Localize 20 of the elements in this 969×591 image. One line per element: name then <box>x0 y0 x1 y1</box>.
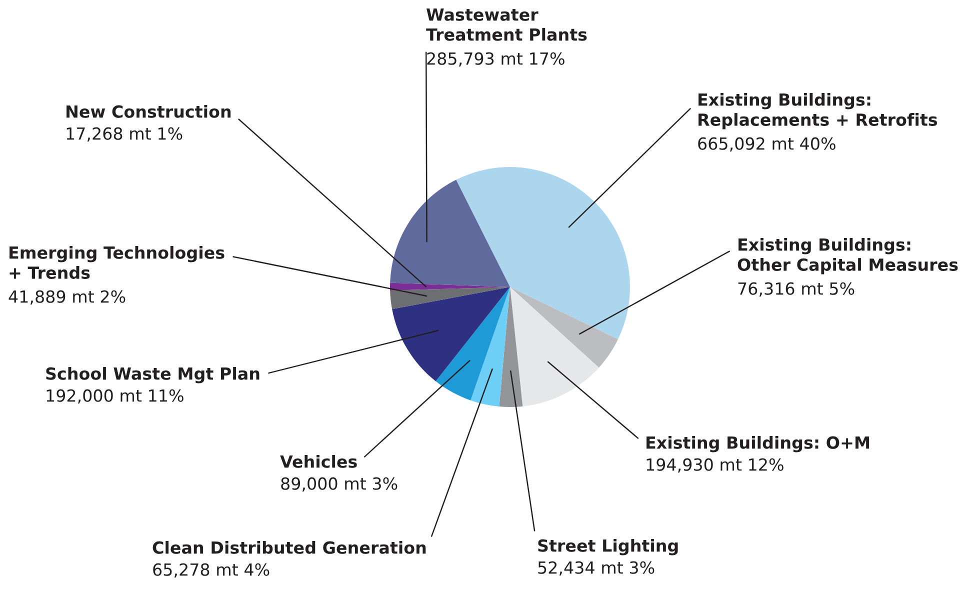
slice-label: Emerging Technologies + Trends <box>10 246 224 279</box>
slice-label: School Waste Mgt Plan <box>46 367 260 384</box>
slice-label: Existing Buildings: Replacements + Retrofits <box>698 93 938 130</box>
slice-label: Existing Buildings: Other Capital Measures <box>738 238 958 274</box>
slice-label: New Construction <box>66 105 231 118</box>
data-label: 192,000 mt 11% <box>46 389 184 404</box>
data-label: 65,278 mt 4% <box>153 563 270 578</box>
slice-label: Clean Distributed Generation <box>152 541 426 554</box>
data-label: 17,268 mt 1% <box>66 127 182 142</box>
data-label: 52,434 mt 3% <box>538 561 654 576</box>
slice-label: Vehicles <box>280 455 357 468</box>
data-label: 665,092 mt 40% <box>698 137 836 152</box>
slice-label: Existing Buildings: O+M <box>646 436 870 452</box>
data-label: 285,793 mt 17% <box>427 52 564 67</box>
data-label: 194,930 mt 12% <box>646 458 784 473</box>
data-label: 89,000 mt 3% <box>281 477 398 492</box>
slice-label: Wastewater Treatment Plants <box>426 8 587 41</box>
data-label: 76,316 mt 5% <box>738 282 854 297</box>
data-label: 41,889 mt 2% <box>8 290 126 305</box>
slice-label: Street Lighting <box>538 539 678 556</box>
